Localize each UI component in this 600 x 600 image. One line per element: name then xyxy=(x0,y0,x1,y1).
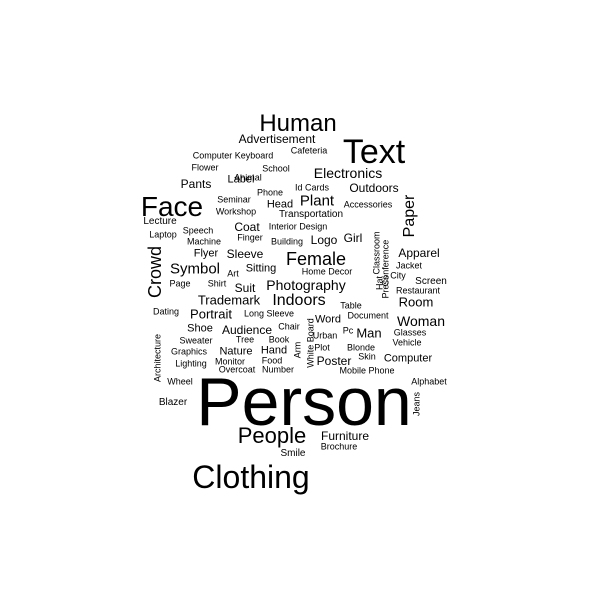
word-furniture: Furniture xyxy=(320,429,370,443)
word-nature: Nature xyxy=(219,345,253,358)
word-apparel: Apparel xyxy=(398,246,440,260)
word-skin: Skin xyxy=(358,351,376,362)
word-head: Head xyxy=(266,198,294,211)
word-suit: Suit xyxy=(234,281,256,295)
word-lighting: Lighting xyxy=(175,358,207,369)
word-trademark: Trademark xyxy=(197,292,261,308)
word-mobile-phone: Mobile Phone xyxy=(339,365,395,376)
word-phone: Phone xyxy=(256,187,284,198)
word-animal: Animal xyxy=(234,172,262,183)
word-outdoors: Outdoors xyxy=(349,181,399,195)
word-graphics: Graphics xyxy=(170,346,208,357)
word-wheel: Wheel xyxy=(167,376,193,387)
word-machine: Machine xyxy=(186,236,222,247)
word-paper: Paper xyxy=(401,194,418,238)
word-sweater: Sweater xyxy=(179,335,213,346)
word-document: Document xyxy=(347,310,389,321)
word-screen: Screen xyxy=(415,276,447,287)
word-flower: Flower xyxy=(191,162,219,173)
word-brochure: Brochure xyxy=(320,441,358,452)
word-smile: Smile xyxy=(280,448,306,459)
word-text: Text xyxy=(342,133,406,171)
word-word: Word xyxy=(314,313,342,326)
word-crowd: Crowd xyxy=(145,245,165,299)
word-city: City xyxy=(390,270,406,281)
word-poster: Poster xyxy=(316,354,352,368)
word-advertisement: Advertisement xyxy=(238,132,316,146)
word-table: Table xyxy=(340,300,362,311)
word-glasses: Glasses xyxy=(393,327,427,338)
word-jeans: Jeans xyxy=(411,391,422,417)
word-food: Food xyxy=(261,355,283,366)
word-interior-design: Interior Design xyxy=(268,221,328,232)
word-computer-keyboard: Computer Keyboard xyxy=(192,150,274,161)
word-book: Book xyxy=(268,334,290,345)
word-people: People xyxy=(237,423,307,448)
word-laptop: Laptop xyxy=(149,229,177,240)
word-human: Human xyxy=(259,110,337,137)
word-urban: Urban xyxy=(312,330,338,341)
word-woman: Woman xyxy=(397,313,445,329)
word-electronics: Electronics xyxy=(313,165,383,181)
word-plant: Plant xyxy=(299,192,335,210)
word-coat: Coat xyxy=(234,220,260,234)
word-arm: Arm xyxy=(292,341,303,359)
word-pc: Pc xyxy=(342,325,354,336)
word-finger: Finger xyxy=(237,232,263,243)
word-workshop: Workshop xyxy=(215,206,257,217)
word-symbol: Symbol xyxy=(169,260,221,278)
word-monitor: Monitor xyxy=(214,356,246,367)
word-face: Face xyxy=(140,191,204,222)
word-plot: Plot xyxy=(314,342,330,353)
word-transportation: Transportation xyxy=(278,209,344,220)
word-computer: Computer xyxy=(383,352,433,365)
word-shoe: Shoe xyxy=(187,322,213,335)
word-cafeteria: Cafeteria xyxy=(290,145,328,156)
word-chair: Chair xyxy=(278,321,300,332)
word-building: Building xyxy=(270,236,304,247)
word-sleeve: Sleeve xyxy=(226,247,264,261)
word-alphabet: Alphabet xyxy=(411,376,447,387)
word-clothing: Clothing xyxy=(192,459,310,495)
word-room: Room xyxy=(398,294,434,310)
word-girl: Girl xyxy=(343,231,363,245)
word-jacket: Jacket xyxy=(395,260,423,271)
word-restaurant: Restaurant xyxy=(395,285,441,296)
word-audience: Audience xyxy=(221,323,273,337)
word-lecture: Lecture xyxy=(143,216,177,227)
word-id-cards: Id Cards xyxy=(294,182,330,193)
word-long-sleeve: Long Sleeve xyxy=(243,308,295,319)
word-man: Man xyxy=(356,325,382,341)
word-school: School xyxy=(262,163,290,174)
word-shirt: Shirt xyxy=(207,278,227,289)
word-tree: Tree xyxy=(235,334,255,345)
word-sitting: Sitting xyxy=(245,262,277,275)
word-home-decor: Home Decor xyxy=(301,266,353,277)
word-press: Press xyxy=(380,275,391,299)
word-indoors: Indoors xyxy=(272,292,326,309)
word-seminar: Seminar xyxy=(217,194,251,205)
word-female: Female xyxy=(285,249,347,269)
word-dating: Dating xyxy=(152,306,180,317)
word-accessories: Accessories xyxy=(343,199,393,210)
word-number: Number xyxy=(261,364,295,375)
word-flyer: Flyer xyxy=(193,247,219,260)
word-architecture: Architecture xyxy=(152,333,163,383)
word-overcoat: Overcoat xyxy=(218,364,256,375)
word-person: Person xyxy=(196,364,412,440)
word-art: Art xyxy=(227,268,239,279)
word-portrait: Portrait xyxy=(190,306,232,322)
word-speech: Speech xyxy=(182,225,214,236)
word-photography: Photography xyxy=(266,277,346,293)
word-logo: Logo xyxy=(310,233,338,247)
word-blazer: Blazer xyxy=(158,397,188,408)
word-pants: Pants xyxy=(180,177,212,191)
word-blonde: Blonde xyxy=(346,342,376,353)
word-page: Page xyxy=(169,278,191,289)
word-label: Label xyxy=(227,173,255,186)
word-vehicle: Vehicle xyxy=(392,337,422,348)
word-hand: Hand xyxy=(260,344,288,357)
